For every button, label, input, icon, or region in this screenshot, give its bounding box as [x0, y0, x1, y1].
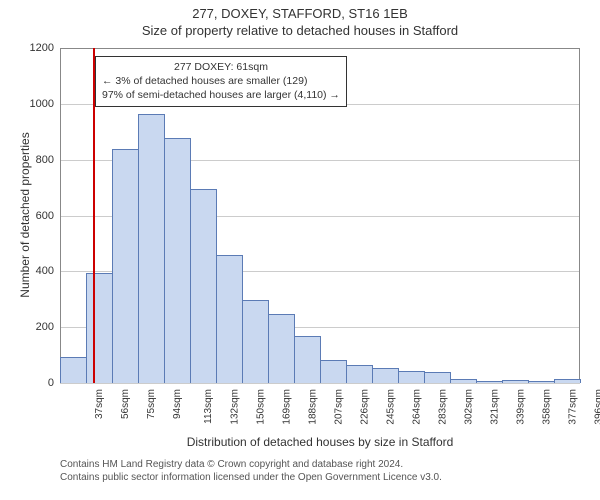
x-tick-label: 75sqm: [146, 389, 157, 419]
histogram-bar: [450, 379, 477, 383]
x-tick-label: 358sqm: [542, 389, 553, 425]
grid-line: [60, 383, 580, 384]
x-tick-label: 339sqm: [516, 389, 527, 425]
histogram-bar: [242, 300, 269, 383]
x-tick-label: 113sqm: [203, 389, 214, 424]
x-tick-label: 132sqm: [230, 389, 241, 425]
x-tick-label: 37sqm: [94, 389, 105, 419]
histogram-bar: [294, 336, 321, 383]
x-tick-label: 245sqm: [386, 389, 397, 425]
histogram-bar: [554, 379, 581, 383]
histogram-bar: [216, 255, 243, 383]
histogram-bar: [60, 357, 87, 383]
x-tick-label: 207sqm: [334, 389, 345, 425]
histogram-bar: [528, 381, 555, 383]
y-axis-title: Number of detached properties: [18, 130, 32, 300]
plot-area: 277 DOXEY: 61sqm← 3% of detached houses …: [60, 48, 580, 383]
annotation-line: 277 DOXEY: 61sqm: [102, 60, 340, 74]
x-tick-label: 283sqm: [438, 389, 449, 425]
histogram-bar: [424, 372, 451, 383]
y-tick-label: 1200: [0, 42, 54, 54]
footer-line2: Contains public sector information licen…: [60, 471, 442, 484]
footer-credits: Contains HM Land Registry data © Crown c…: [60, 458, 442, 484]
axis-border: [60, 48, 61, 383]
x-tick-label: 302sqm: [464, 389, 475, 425]
chart-title-2: Size of property relative to detached ho…: [0, 21, 600, 38]
y-tick-label: 1000: [0, 98, 54, 110]
x-tick-label: 396sqm: [594, 389, 600, 425]
annotation-box: 277 DOXEY: 61sqm← 3% of detached houses …: [95, 56, 347, 107]
histogram-bar: [138, 114, 165, 383]
histogram-bar: [190, 189, 217, 383]
x-tick-label: 321sqm: [490, 389, 501, 425]
x-tick-label: 264sqm: [412, 389, 423, 425]
x-tick-label: 188sqm: [308, 389, 319, 425]
y-tick-label: 200: [0, 321, 54, 333]
footer-line1: Contains HM Land Registry data © Crown c…: [60, 458, 442, 471]
x-axis-title: Distribution of detached houses by size …: [60, 435, 580, 449]
histogram-bar: [86, 273, 113, 383]
x-tick-label: 377sqm: [568, 389, 579, 425]
histogram-bar: [164, 138, 191, 383]
histogram-bar: [112, 149, 139, 383]
axis-border: [60, 48, 580, 49]
annotation-line: 97% of semi-detached houses are larger (…: [102, 88, 340, 102]
x-tick-label: 150sqm: [256, 389, 267, 425]
histogram-bar: [476, 381, 503, 383]
histogram-bar: [320, 360, 347, 383]
histogram-bar: [398, 371, 425, 383]
axis-border: [579, 48, 580, 383]
x-tick-label: 169sqm: [282, 389, 293, 425]
chart-title-1: 277, DOXEY, STAFFORD, ST16 1EB: [0, 0, 600, 21]
y-tick-label: 0: [0, 377, 54, 389]
x-tick-label: 94sqm: [172, 389, 183, 419]
x-tick-label: 56sqm: [120, 389, 131, 419]
annotation-line: ← 3% of detached houses are smaller (129…: [102, 74, 340, 88]
histogram-bar: [268, 314, 295, 383]
histogram-bar: [346, 365, 373, 383]
chart-container: 277, DOXEY, STAFFORD, ST16 1EB Size of p…: [0, 0, 600, 500]
histogram-bar: [372, 368, 399, 383]
x-tick-label: 226sqm: [360, 389, 371, 425]
histogram-bar: [502, 380, 529, 383]
